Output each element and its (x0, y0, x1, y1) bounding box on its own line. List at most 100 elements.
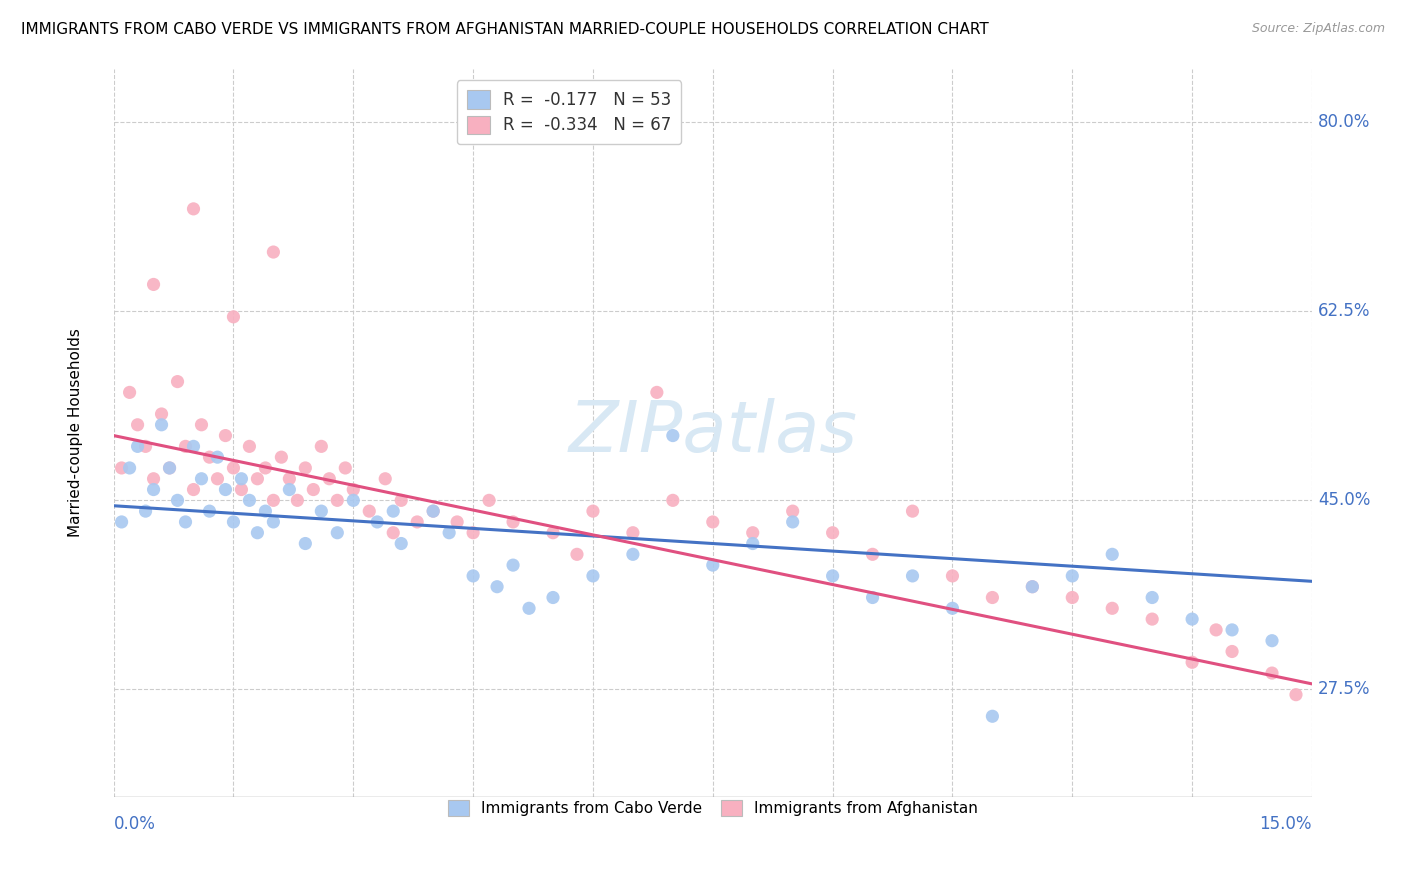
Point (285, 493, 308, 508)
Point (565, 547, 588, 561)
Point (135, 504, 157, 518)
Point (621, 525, 644, 540)
Point (335, 461, 357, 475)
Point (702, 515, 724, 529)
Point (262, 493, 284, 508)
Point (486, 580, 509, 594)
Point (446, 515, 468, 529)
Point (190, 472, 212, 486)
Point (478, 493, 501, 508)
Point (1062, 591, 1084, 605)
Point (1021, 580, 1043, 594)
Point (502, 515, 524, 529)
Point (198, 450, 221, 465)
Text: IMMIGRANTS FROM CABO VERDE VS IMMIGRANTS FROM AFGHANISTAN MARRIED-COUPLE HOUSEHO: IMMIGRANTS FROM CABO VERDE VS IMMIGRANTS… (21, 22, 988, 37)
Point (1205, 623, 1227, 637)
Point (326, 525, 349, 540)
Point (278, 483, 301, 497)
Point (941, 601, 963, 615)
Point (214, 483, 236, 497)
Point (1261, 666, 1284, 681)
Point (207, 450, 229, 465)
Point (150, 407, 173, 421)
Point (238, 493, 260, 508)
Point (159, 461, 181, 475)
Point (662, 493, 685, 508)
Point (981, 709, 1004, 723)
Point (366, 515, 388, 529)
Point (461, 525, 484, 540)
Point (502, 558, 524, 573)
Point (1101, 601, 1123, 615)
Point (246, 525, 269, 540)
Point (1101, 547, 1123, 561)
Point (142, 472, 165, 486)
Point (389, 493, 412, 508)
Text: 15.0%: 15.0% (1260, 815, 1312, 833)
Point (582, 504, 605, 518)
Point (127, 417, 149, 432)
Point (207, 472, 229, 486)
Point (127, 439, 149, 453)
Point (1181, 655, 1204, 669)
Point (159, 461, 181, 475)
Point (702, 558, 724, 573)
Point (382, 525, 405, 540)
Text: Married-couple Households: Married-couple Households (67, 328, 83, 537)
Point (318, 472, 340, 486)
Text: 27.5%: 27.5% (1317, 681, 1371, 698)
Point (311, 504, 333, 518)
Point (621, 547, 644, 561)
Point (270, 450, 292, 465)
Point (782, 515, 804, 529)
Point (174, 439, 197, 453)
Point (135, 439, 157, 453)
Point (142, 277, 165, 292)
Point (1021, 580, 1043, 594)
Point (110, 461, 132, 475)
Point (190, 417, 212, 432)
Point (1181, 612, 1204, 626)
Text: 62.5%: 62.5% (1317, 302, 1371, 320)
Point (941, 569, 963, 583)
Point (374, 472, 396, 486)
Point (862, 591, 884, 605)
Point (254, 504, 277, 518)
Point (246, 472, 269, 486)
Point (222, 310, 245, 324)
Point (389, 536, 412, 550)
Point (231, 472, 253, 486)
Point (278, 472, 301, 486)
Point (222, 461, 245, 475)
Point (174, 515, 197, 529)
Point (262, 245, 284, 260)
Point (901, 504, 924, 518)
Legend: Immigrants from Cabo Verde, Immigrants from Afghanistan: Immigrants from Cabo Verde, Immigrants f… (441, 794, 984, 822)
Point (198, 504, 221, 518)
Point (342, 483, 364, 497)
Point (118, 461, 141, 475)
Point (118, 385, 141, 400)
Point (311, 439, 333, 453)
Point (1261, 633, 1284, 648)
Text: 0.0%: 0.0% (114, 815, 156, 833)
Point (110, 515, 132, 529)
Text: 80.0%: 80.0% (1317, 113, 1371, 131)
Point (461, 569, 484, 583)
Point (645, 385, 668, 400)
Text: 45.0%: 45.0% (1317, 491, 1371, 509)
Point (262, 515, 284, 529)
Point (214, 428, 236, 442)
Point (183, 483, 205, 497)
Point (382, 504, 405, 518)
Point (342, 493, 364, 508)
Point (326, 493, 349, 508)
Point (359, 504, 381, 518)
Point (782, 504, 804, 518)
Point (1140, 591, 1163, 605)
Point (294, 461, 316, 475)
Point (1062, 569, 1084, 583)
Point (183, 439, 205, 453)
Point (981, 591, 1004, 605)
Point (238, 439, 260, 453)
